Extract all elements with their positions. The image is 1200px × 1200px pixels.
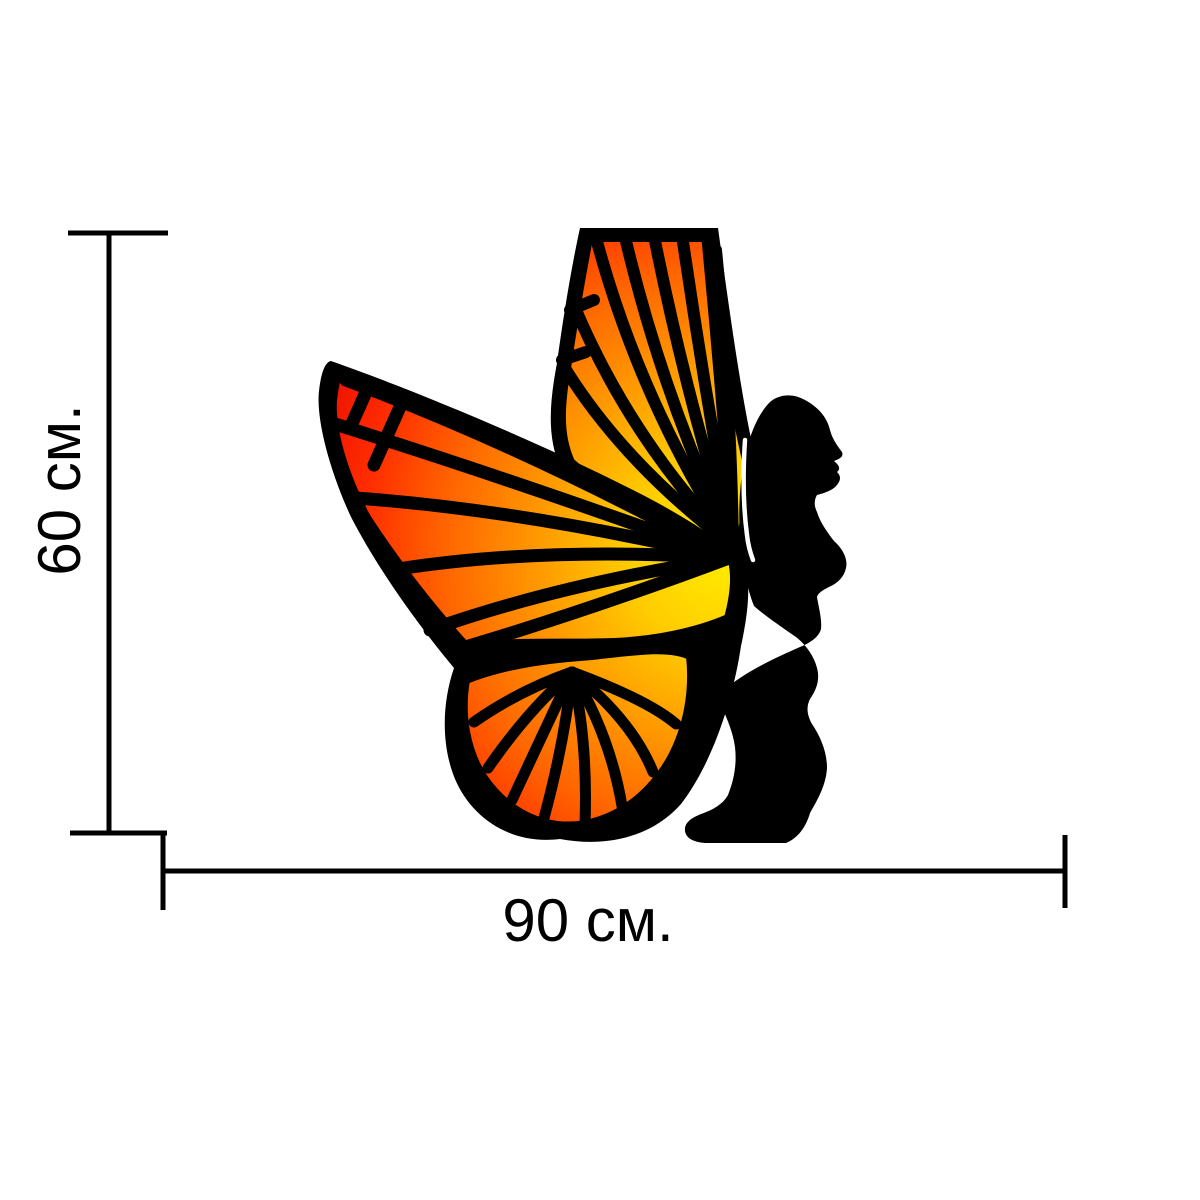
forewing-veins [556,228,739,552]
butterfly-hindwing [318,361,749,842]
horizontal-dimension [160,833,1068,910]
width-dimension-label: 90 см. [502,887,673,954]
dimension-annotations: 60 см. 90 см. [26,230,1068,954]
hair-highlight-line [741,437,756,563]
height-dimension-label: 60 см. [26,404,93,575]
fairy-silhouette [684,395,847,843]
hindwing-lobe-veins [468,666,682,830]
vertical-dimension [68,230,168,836]
hindwing-veins [328,373,736,655]
fairy-artwork [318,228,847,843]
